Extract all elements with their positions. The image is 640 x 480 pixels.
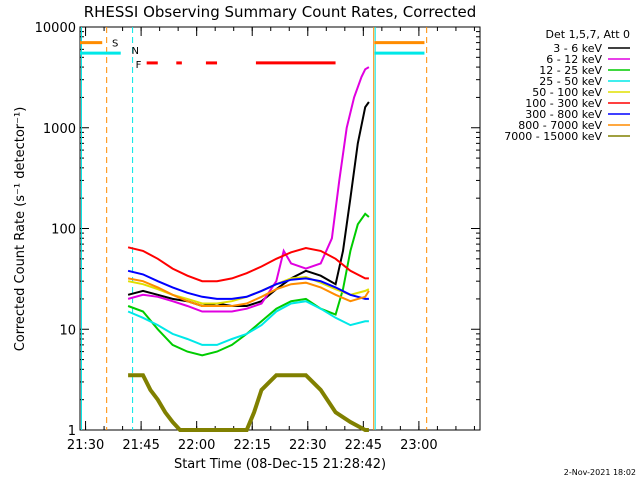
plot-frame bbox=[79, 26, 481, 431]
series-line bbox=[128, 373, 369, 432]
series-line bbox=[127, 101, 370, 308]
y-tick-label: 100 bbox=[51, 223, 76, 238]
y-tick-label: 10 bbox=[59, 323, 76, 338]
series-line bbox=[127, 212, 370, 357]
legend-label: 3 - 6 keV bbox=[553, 42, 602, 55]
series-line bbox=[127, 277, 370, 307]
chart-title: RHESSI Observing Summary Count Rates, Co… bbox=[84, 3, 477, 21]
x-tick-label: 21:45 bbox=[122, 438, 159, 453]
legend-label: 800 - 7000 keV bbox=[518, 119, 602, 132]
series-line bbox=[127, 246, 369, 283]
footer-date: 2-Nov-2021 18:02 bbox=[564, 468, 636, 477]
y-tick-label: 1000 bbox=[43, 122, 76, 137]
y-tick-label: 10000 bbox=[35, 21, 76, 36]
y-axis-label: Corrected Count Rate (s⁻¹ detector⁻¹) bbox=[13, 107, 28, 352]
x-tick-label: 22:30 bbox=[289, 438, 326, 453]
x-tick-label: 22:45 bbox=[345, 438, 382, 453]
legend-label: 25 - 50 keV bbox=[539, 75, 602, 88]
legend-label: 7000 - 15000 keV bbox=[504, 130, 602, 143]
series-line bbox=[127, 269, 369, 300]
legend-label: 300 - 800 keV bbox=[525, 108, 602, 121]
series-line bbox=[127, 300, 369, 346]
marker-s: S bbox=[112, 39, 118, 50]
legend-label: 12 - 25 keV bbox=[539, 64, 602, 77]
x-tick-label: 22:15 bbox=[233, 438, 270, 453]
x-axis-label: Start Time (08-Dec-15 21:28:42) bbox=[174, 457, 386, 472]
legend-header: Det 1,5,7, Att 0 bbox=[546, 28, 630, 41]
legend-label: 100 - 300 keV bbox=[525, 97, 602, 110]
marker-n: N bbox=[131, 46, 138, 57]
x-tick-label: 22:00 bbox=[178, 438, 215, 453]
series-line bbox=[127, 66, 370, 313]
legend-label: 6 - 12 keV bbox=[546, 53, 602, 66]
x-tick-label: 23:00 bbox=[400, 438, 437, 453]
legend-label: 50 - 100 keV bbox=[532, 86, 602, 99]
marker-f: F bbox=[136, 60, 142, 71]
plot-area: 1 10 100 1000 10000 21:30 21:45 22:00 22:15 22:30… bbox=[35, 21, 481, 453]
y-tick-label: 1 bbox=[68, 424, 76, 439]
x-tick-label: 21:30 bbox=[67, 438, 104, 453]
